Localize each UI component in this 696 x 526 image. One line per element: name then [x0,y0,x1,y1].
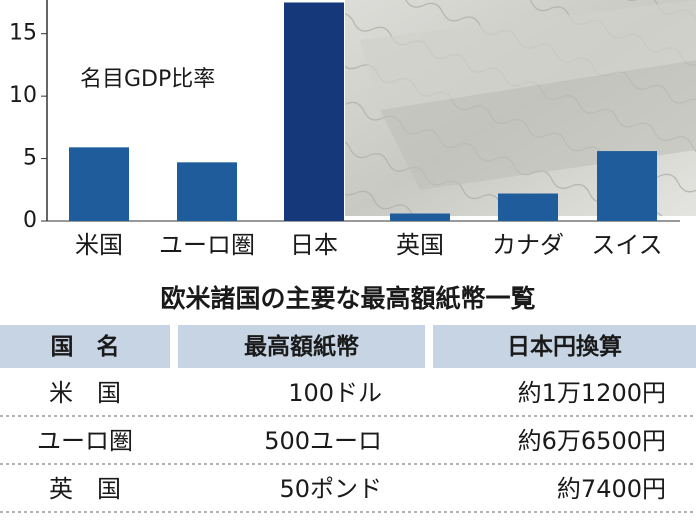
table-cell: 50ポンド [279,475,382,503]
table-cell: 100ドル [288,379,382,407]
bar [69,147,129,221]
chart-annotation: 名目GDP比率 [80,67,215,92]
table-cell: 英 国 [49,475,121,503]
table-cell: 米 国 [49,379,121,407]
table-cell: 約6万6500円 [518,427,666,455]
table-header-cell [433,325,696,368]
table-cell: 約7400円 [557,475,666,503]
table-header: 日本円換算 [507,333,622,360]
bar [177,162,237,221]
table-cell: 約1万1200円 [518,379,666,407]
table-cell: 500ユーロ [264,427,382,455]
y-tick-label: 15 [9,21,37,46]
table-title: 欧米諸国の主要な最高額紙幣一覧 [160,284,535,313]
table-header: 国 名 [51,333,120,360]
bar [498,193,558,221]
y-tick-label: 5 [23,146,37,171]
x-tick-label: 米国 [75,231,123,259]
x-tick-label: ユーロ圏 [159,231,255,259]
table-header-cell [178,325,425,368]
table-cell: ユーロ圏 [37,427,133,455]
x-tick-label: カナダ [492,231,564,259]
banknote-photo [345,0,696,216]
bar [284,2,344,221]
bar [597,151,657,221]
table-header: 最高額紙幣 [244,333,359,360]
bar [390,213,450,221]
x-tick-label: 日本 [290,231,338,259]
table-header-cell [0,325,170,368]
y-tick-label: 10 [9,83,37,108]
x-tick-label: 英国 [396,231,444,259]
x-tick-label: スイス [591,231,662,259]
y-tick-label: 0 [23,208,37,233]
